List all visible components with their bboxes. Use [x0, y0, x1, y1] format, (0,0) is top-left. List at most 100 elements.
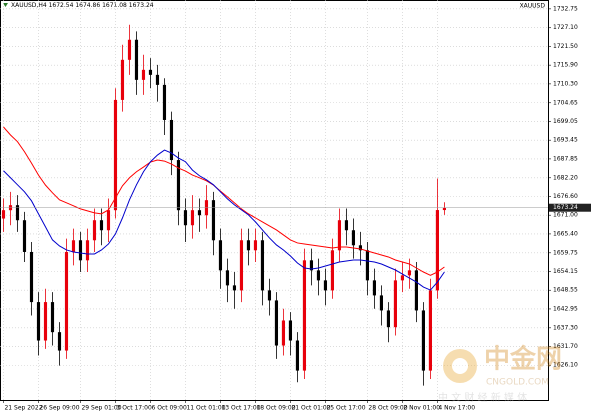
- y-tick-label: 1715.90: [553, 62, 578, 69]
- y-tick-label: 1704.65: [553, 99, 578, 106]
- y-tick-label: 1637.30: [553, 324, 578, 331]
- moving-average: [3, 126, 445, 276]
- candle-body: [386, 310, 391, 328]
- candle-body: [442, 207, 446, 211]
- candle-body: [43, 302, 48, 341]
- candle-body: [351, 230, 356, 246]
- price-tag: [549, 203, 591, 212]
- last-close: 1673.24: [129, 2, 154, 9]
- y-tick-label: 1693.45: [553, 137, 578, 144]
- candle-body: [113, 99, 118, 211]
- x-tick-label: 11 Oct 01:00: [186, 405, 225, 412]
- candle-body: [344, 220, 349, 231]
- plot-frame: [0, 0, 549, 401]
- candle-body: [372, 280, 377, 296]
- candle-body: [435, 210, 439, 291]
- candle-body: [197, 210, 202, 216]
- candle-body: [414, 270, 418, 311]
- x-tick-label: 26 Sep 09:00: [39, 405, 79, 412]
- y-tick-label: 1671.00: [553, 212, 578, 219]
- x-tick-label: 13 Oct 17:00: [221, 405, 260, 412]
- candle-body: [169, 119, 174, 161]
- y-tick-label: 1654.15: [553, 268, 578, 275]
- y-tick-label: 1710.30: [553, 80, 578, 87]
- candle-body: [400, 275, 405, 281]
- candle-body: [22, 220, 27, 252]
- watermark-logo: [443, 349, 477, 383]
- candle-body: [239, 240, 244, 291]
- x-tick-label: 6 Oct 09:00: [151, 405, 186, 412]
- candle-body: [428, 290, 432, 371]
- candle-body: [295, 340, 300, 371]
- last-low: 1671.08: [102, 2, 127, 9]
- x-tick-label: 4 Nov 17:00: [438, 405, 475, 412]
- y-tick-label: 1732.75: [553, 5, 578, 12]
- candle-body: [309, 260, 314, 271]
- x-tick-label: 29 Sep 01:00: [81, 405, 121, 412]
- candle-body: [1, 210, 6, 219]
- candle-body: [274, 300, 279, 346]
- candle-body: [71, 240, 76, 252]
- candle-body: [99, 220, 104, 231]
- candle-body: [232, 285, 237, 291]
- candle-body: [288, 320, 293, 341]
- candle-body: [421, 310, 425, 371]
- y-tick-label: 1642.95: [553, 305, 578, 312]
- candle-body: [155, 74, 160, 85]
- candle-body: [323, 280, 328, 291]
- y-tick-label: 1626.10: [553, 362, 578, 369]
- candle-body: [92, 220, 97, 241]
- x-tick-label: 3 Oct 17:00: [116, 405, 151, 412]
- y-tick-label: 1648.55: [553, 287, 578, 294]
- candle-body: [302, 260, 307, 371]
- candle-body: [29, 251, 34, 303]
- symbol-icon: [3, 3, 8, 7]
- candle-body: [120, 59, 125, 100]
- candle-body: [330, 250, 335, 291]
- symbol: XAUUSD,H4: [11, 2, 47, 9]
- candle-body: [162, 84, 167, 120]
- candle-body: [211, 200, 216, 241]
- watermark-site: CNGOLD.COM: [486, 378, 549, 388]
- candle-body: [78, 240, 83, 261]
- y-tick-label: 1687.85: [553, 155, 578, 162]
- candle-body: [36, 302, 41, 341]
- x-tick-label: 28 Oct 09:00: [368, 405, 407, 412]
- candle-body: [358, 245, 363, 251]
- watermark-logo-inner: [452, 358, 468, 374]
- candle-body: [246, 240, 251, 251]
- candle-body: [407, 270, 411, 276]
- watermark-brand: 中金网: [484, 344, 562, 375]
- candle-body: [134, 39, 139, 80]
- candle-body: [260, 240, 265, 291]
- candle-body: [15, 205, 20, 221]
- candle-body: [127, 39, 132, 60]
- y-tick-label: 1727.10: [553, 24, 578, 31]
- candle-body: [316, 270, 321, 281]
- candle-body: [176, 160, 181, 211]
- x-tick-label: 18 Oct 09:00: [256, 405, 295, 412]
- candle-body: [267, 290, 272, 301]
- candle-body: [183, 210, 188, 226]
- y-tick-label: 1699.05: [553, 118, 578, 125]
- y-tick-label: 1631.70: [553, 343, 578, 350]
- candle-body: [379, 295, 384, 311]
- moving-average: [3, 149, 445, 291]
- corner-label: XAUUSD: [520, 3, 546, 10]
- candle-body: [57, 332, 62, 351]
- watermark: 中金网 CNGOLD.COM 中 文 财 经 新 媒 体: [438, 344, 562, 405]
- candle-body: [85, 240, 90, 261]
- y-tick-label: 1665.40: [553, 230, 578, 237]
- candle-body: [50, 302, 55, 333]
- candle-body: [281, 320, 286, 346]
- price-tag-label: 1673.24: [553, 204, 578, 211]
- y-tick-label: 1676.60: [553, 193, 578, 200]
- y-tick-label: 1721.50: [553, 43, 578, 50]
- x-tick-label: 2 Nov 01:00: [403, 405, 440, 412]
- candle-body: [148, 69, 153, 75]
- last-open: 1672.54: [49, 2, 74, 9]
- y-tick-label: 1659.75: [553, 249, 578, 256]
- candle-body: [106, 210, 111, 231]
- x-tick-label: 25 Oct 17:00: [326, 405, 365, 412]
